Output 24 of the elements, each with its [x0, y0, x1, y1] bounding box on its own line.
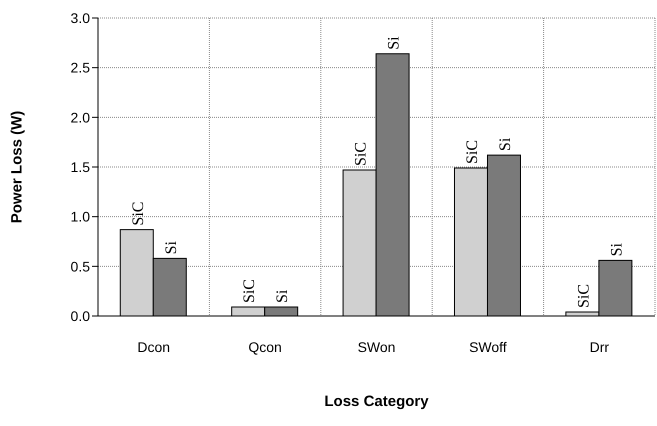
y-tick-label: 2.0 — [70, 109, 90, 126]
y-tick-label: 1.0 — [70, 208, 90, 225]
y-tick-label: 2.5 — [70, 60, 90, 76]
x-tick-label: Drr — [590, 338, 610, 355]
text: Si — [386, 36, 403, 50]
y-tick-label: 3.0 — [70, 10, 90, 26]
x-axis-title: Loss Category — [324, 393, 430, 410]
x-tick-label: Qcon — [248, 338, 282, 355]
y-axis-title: Power Loss (W) — [8, 110, 26, 224]
text: SiC — [464, 140, 481, 164]
text: Si — [274, 290, 292, 304]
text: Si — [608, 243, 626, 256]
y-tick-label: 0.0 — [70, 308, 90, 324]
y-tick-label: 0.5 — [70, 258, 90, 274]
x-tick-label: SWoff — [469, 338, 507, 355]
text: SiC — [575, 284, 592, 308]
text: SiC — [130, 202, 147, 226]
text: SiC — [352, 142, 370, 166]
text: Si — [162, 240, 180, 254]
x-tick-label: SWon — [358, 338, 396, 355]
text: Si — [496, 138, 514, 152]
text: SiC — [241, 279, 258, 304]
y-tick-label: 1.5 — [70, 158, 90, 175]
x-tick-label: Dcon — [137, 338, 170, 355]
